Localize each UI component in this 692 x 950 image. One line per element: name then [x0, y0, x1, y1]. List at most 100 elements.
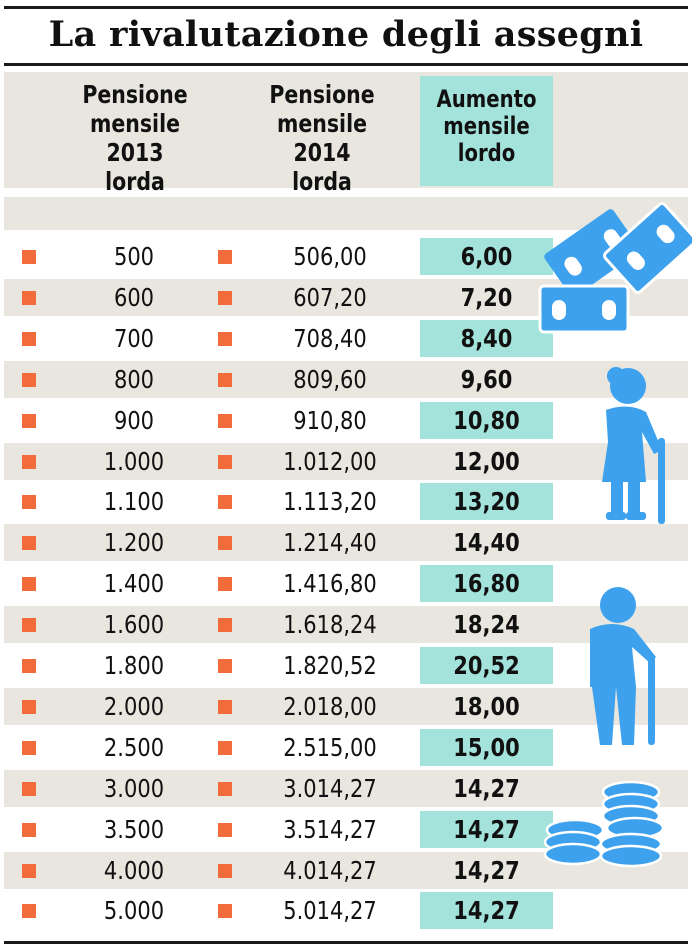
header-pension-2014-line: lorda: [292, 167, 352, 196]
table-row: 2.500 2.515,00 15,00: [4, 728, 688, 766]
pension-2013-cell: 5.000: [103, 896, 165, 926]
top-rule: [4, 6, 688, 9]
bullet-marker: [218, 740, 232, 755]
increase-cell: 6,00: [460, 242, 513, 271]
header-increase: Aumento mensile lordo: [432, 86, 541, 167]
table-row: 2.000 2.018,00 18,00: [4, 687, 688, 725]
header-increase-line: mensile: [443, 112, 530, 140]
pension-2014-cell: 1.416,80: [283, 569, 377, 599]
table-row: 5.000 5.014,27 14,27: [4, 892, 688, 930]
pension-2013-cell: 1.600: [103, 610, 165, 640]
table-row: 1.400 1.416,80 16,80: [4, 565, 688, 603]
bullet-marker: [218, 863, 232, 878]
table-row: 3.000 3.014,27 14,27: [4, 769, 688, 807]
pension-2013-cell: 2.500: [103, 732, 165, 762]
bullet-marker: [218, 372, 232, 387]
header-band: [4, 72, 688, 188]
bullet-marker: [218, 495, 232, 510]
pension-2014-cell: 708,40: [293, 323, 367, 353]
increase-cell: 14,40: [453, 528, 520, 558]
elderly-woman-icon: [602, 367, 665, 524]
header-increase-line: Aumento: [436, 85, 537, 113]
increase-cell: 13,20: [453, 487, 520, 517]
pension-2014-cell: 4.014,27: [283, 855, 377, 885]
pension-2014-cell: 1.113,20: [283, 487, 377, 517]
pension-2014-cell: 3.514,27: [283, 814, 377, 844]
pension-2013-cell: 900: [113, 405, 155, 435]
pension-2013-cell: 1.200: [103, 528, 165, 558]
table-row: 1.600 1.618,24 18,24: [4, 606, 688, 644]
bullet-marker: [22, 863, 36, 878]
table-row: 1.100 1.113,20 13,20: [4, 483, 688, 521]
bullet-marker: [218, 413, 232, 428]
header-pension-2013-line: mensile 2013: [89, 109, 181, 167]
pension-2013-cell: 4.000: [103, 855, 165, 885]
header-pension-2014-line: mensile 2014: [276, 109, 368, 167]
increase-cell-highlight: [420, 401, 553, 439]
bullet-marker: [22, 331, 36, 346]
bullet-marker: [218, 290, 232, 305]
pension-2013-cell: 1.100: [103, 487, 165, 517]
increase-cell: 8,40: [460, 323, 513, 353]
pension-2014-cell: 809,60: [293, 364, 367, 394]
increase-header-highlight: [420, 76, 553, 186]
header-pension-2013-line: lorda: [105, 167, 165, 196]
table-row: 800 809,60 9,60: [4, 360, 688, 398]
increase-cell: 14,27: [453, 896, 520, 926]
pension-2014-cell: 1.820,52: [283, 651, 377, 680]
table-row: 500 506,00 6,00: [4, 238, 688, 275]
increase-cell-highlight: [420, 319, 553, 357]
increase-cell-highlight: [420, 238, 553, 275]
bullet-marker: [22, 413, 36, 428]
pension-2014-cell: 1.214,40: [283, 528, 377, 558]
pension-2013-cell: 3.500: [103, 814, 165, 844]
pension-2014-cell: 1.618,24: [283, 610, 377, 640]
increase-cell-highlight: [420, 810, 553, 848]
bullet-marker: [22, 536, 36, 551]
elderly-man-icon: [590, 587, 656, 745]
increase-cell-highlight: [420, 565, 553, 603]
table-row: 1.200 1.214,40 14,40: [4, 524, 688, 562]
bullet-marker: [218, 331, 232, 346]
bullet-marker: [22, 618, 36, 633]
pension-2013-cell: 1.800: [103, 651, 165, 680]
chart-title: La rivalutazione degli assegni: [48, 14, 644, 55]
bullet-marker: [218, 659, 232, 673]
increase-cell: 7,20: [460, 282, 513, 312]
header-pension-2013: Pensione mensile 2013 lorda: [65, 80, 204, 196]
bullet-marker: [22, 699, 36, 714]
increase-cell: 15,00: [453, 732, 520, 762]
pension-2013-cell: 2.000: [103, 691, 165, 721]
header-pension-2014-line: Pensione: [269, 80, 375, 109]
increase-cell: 14,27: [453, 855, 520, 885]
bullet-marker: [22, 740, 36, 755]
pension-2014-cell: 1.012,00: [283, 446, 377, 476]
table-row: 1.000 1.012,00 12,00: [4, 442, 688, 480]
bullet-marker: [218, 822, 232, 837]
table-row: 3.500 3.514,27 14,27: [4, 810, 688, 848]
pension-2014-cell: 3.014,27: [283, 773, 377, 803]
pension-2014-cell: 910,80: [293, 405, 367, 435]
table-row: 4.000 4.014,27 14,27: [4, 851, 688, 889]
bullet-marker: [22, 904, 36, 919]
pension-2014-cell: 607,20: [293, 282, 367, 312]
increase-cell: 20,52: [453, 651, 520, 680]
increase-cell-highlight: [420, 483, 553, 521]
header-pension-2013-line: Pensione: [82, 80, 188, 109]
increase-cell: 18,00: [453, 691, 520, 721]
coins-icon: [543, 780, 665, 868]
bullet-marker: [218, 536, 232, 551]
increase-cell-highlight: [420, 892, 553, 930]
bullet-marker: [218, 577, 232, 592]
bullet-marker: [218, 781, 232, 796]
pension-2014-cell: 2.515,00: [283, 732, 377, 762]
bullet-marker: [218, 618, 232, 633]
table-row: 700 708,40 8,40: [4, 319, 688, 357]
bullet-marker: [22, 659, 36, 673]
bullet-marker: [22, 781, 36, 796]
bullet-marker: [22, 495, 36, 510]
spacer-band: [4, 197, 688, 230]
pension-2014-cell: 5.014,27: [283, 896, 377, 926]
header-pension-2014: Pensione mensile 2014 lorda: [252, 80, 391, 196]
table-row: 1.800 1.820,52 20,52: [4, 647, 688, 684]
